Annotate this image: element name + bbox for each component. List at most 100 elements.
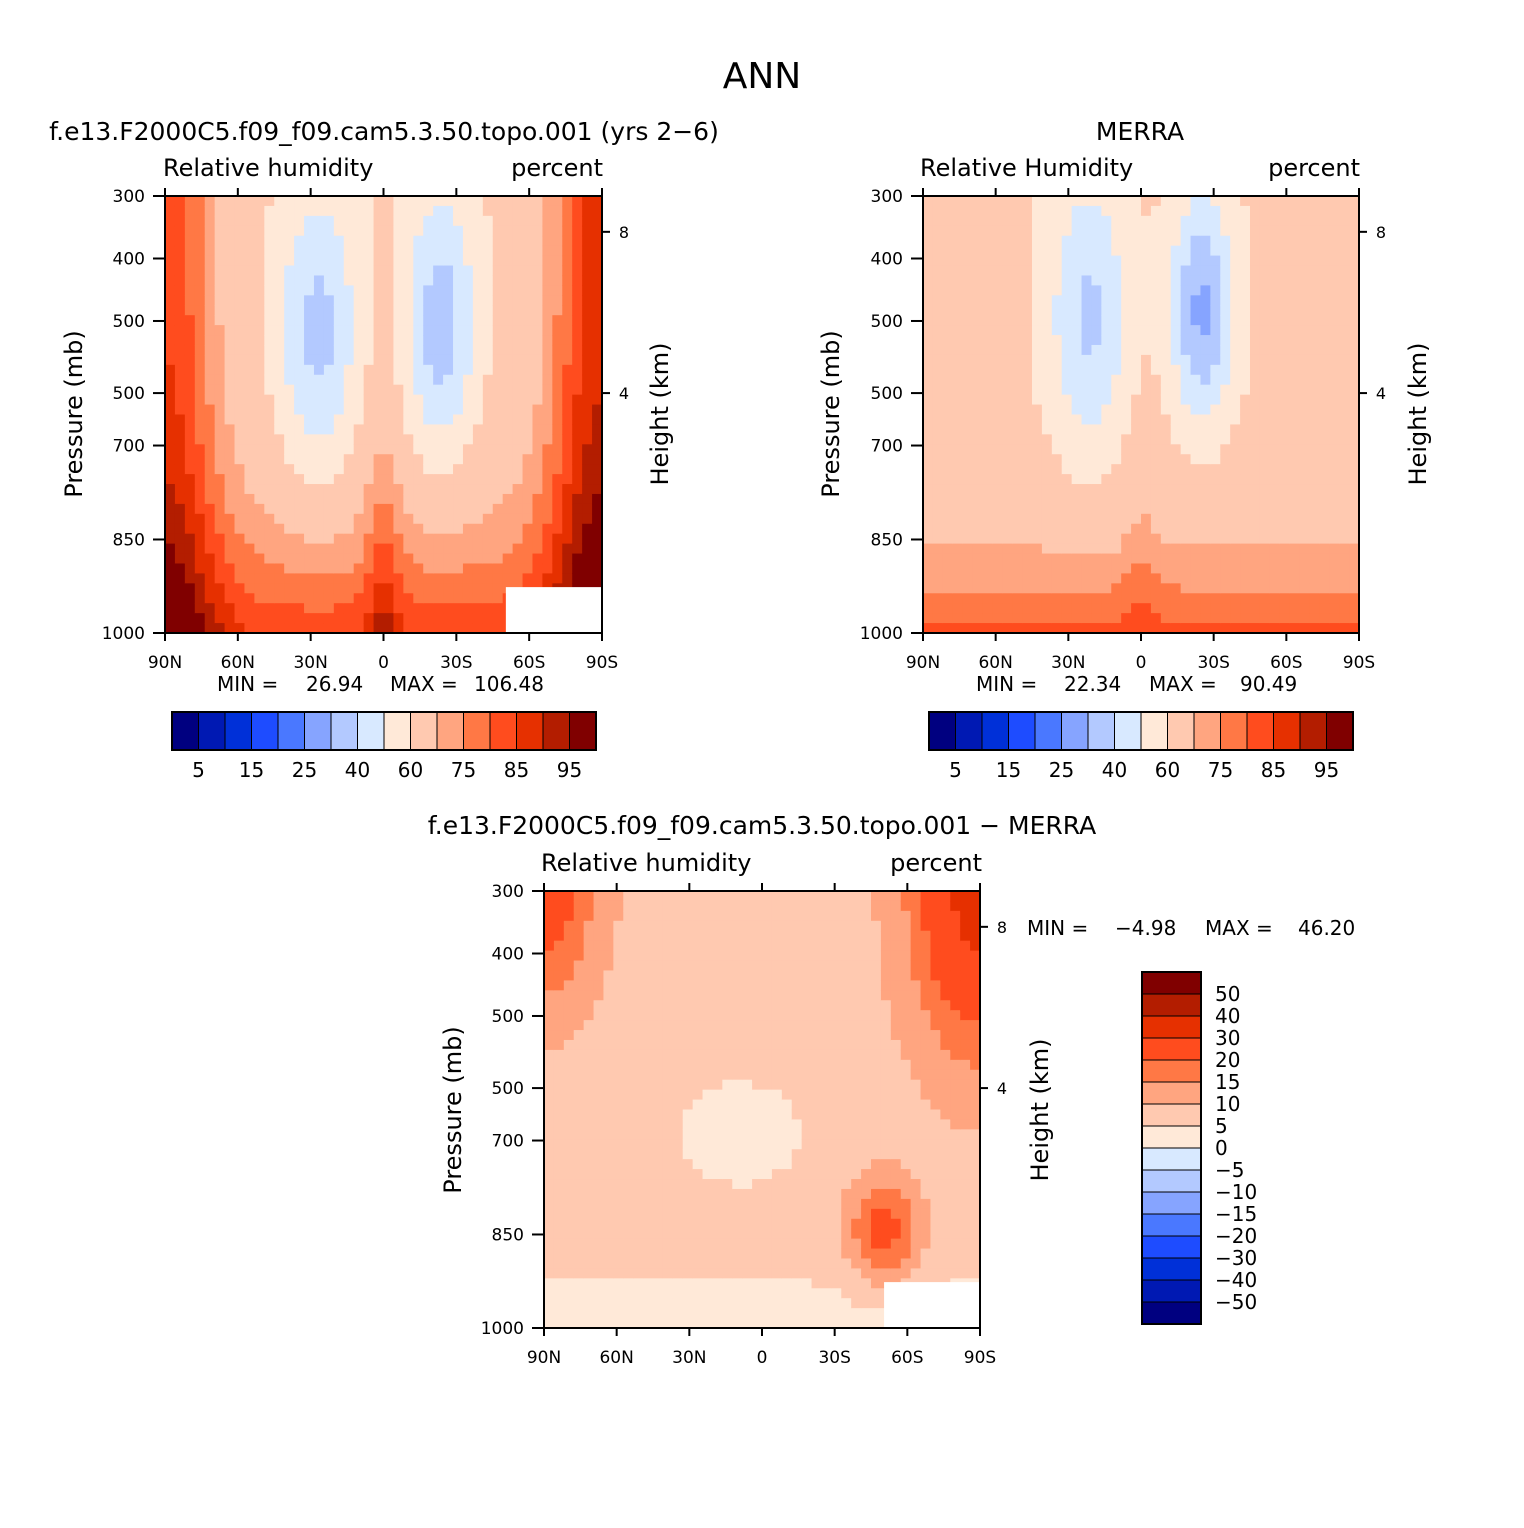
field-cell bbox=[463, 216, 474, 227]
field-cell bbox=[1329, 573, 1340, 584]
field-cell bbox=[334, 494, 345, 505]
field-cell bbox=[732, 1308, 743, 1319]
field-cell bbox=[1072, 206, 1083, 217]
y2-tick-label: 8 bbox=[619, 223, 629, 242]
field-cell bbox=[582, 573, 593, 584]
field-cell bbox=[933, 554, 944, 565]
field-cell bbox=[413, 285, 424, 296]
field-cell bbox=[643, 1258, 654, 1269]
field-cell bbox=[175, 484, 186, 495]
field-cell bbox=[1042, 554, 1053, 565]
field-cell bbox=[1091, 544, 1102, 555]
field-cell bbox=[423, 464, 434, 475]
field-cell bbox=[1260, 405, 1271, 416]
field-cell bbox=[1121, 613, 1132, 624]
field-cell bbox=[562, 335, 573, 346]
field-cell bbox=[483, 484, 494, 495]
field-cell bbox=[254, 236, 265, 247]
field-cell bbox=[633, 961, 644, 972]
field-cell bbox=[235, 593, 246, 604]
field-cell bbox=[544, 980, 555, 991]
field-cell bbox=[1111, 285, 1122, 296]
field-cell bbox=[712, 1288, 723, 1299]
field-cell bbox=[1082, 563, 1093, 574]
field-cell bbox=[1072, 216, 1083, 227]
field-cell bbox=[1062, 534, 1073, 545]
field-cell bbox=[643, 1080, 654, 1091]
field-cell bbox=[1309, 246, 1320, 257]
field-cell bbox=[943, 484, 954, 495]
field-cell bbox=[1270, 524, 1281, 535]
field-cell bbox=[1200, 246, 1211, 257]
field-cell bbox=[463, 454, 474, 465]
field-cell bbox=[1280, 613, 1291, 624]
field-cell bbox=[722, 1060, 733, 1071]
field-cell bbox=[582, 295, 593, 306]
field-cell bbox=[185, 375, 196, 386]
field-cell bbox=[1290, 275, 1301, 286]
field-cell bbox=[1121, 474, 1132, 485]
field-cell bbox=[344, 196, 355, 207]
field-cell bbox=[503, 196, 514, 207]
field-cell bbox=[712, 951, 723, 962]
field-cell bbox=[973, 424, 984, 435]
field-cell bbox=[623, 941, 634, 952]
field-cell bbox=[562, 355, 573, 366]
field-cell bbox=[973, 216, 984, 227]
field-cell bbox=[712, 1129, 723, 1140]
field-cell bbox=[633, 1298, 644, 1309]
field-cell bbox=[1200, 315, 1211, 326]
field-cell bbox=[205, 424, 216, 435]
field-cell bbox=[1012, 464, 1023, 475]
field-cell bbox=[693, 1278, 704, 1289]
field-cell bbox=[1091, 454, 1102, 465]
field-cell bbox=[384, 405, 395, 416]
field-cell bbox=[205, 275, 216, 286]
field-cell bbox=[1200, 613, 1211, 624]
field-cell bbox=[594, 1070, 605, 1081]
field-cell bbox=[1111, 385, 1122, 396]
field-cell bbox=[1300, 385, 1311, 396]
field-cell bbox=[1022, 395, 1033, 406]
field-cell bbox=[564, 1308, 575, 1319]
field-cell bbox=[1240, 206, 1251, 217]
field-cell bbox=[1300, 464, 1311, 475]
field-cell bbox=[1290, 285, 1301, 296]
field-cell bbox=[374, 514, 385, 525]
field-cell bbox=[1240, 504, 1251, 515]
field-cell bbox=[225, 573, 236, 584]
field-cell bbox=[1091, 534, 1102, 545]
field-cell bbox=[503, 256, 514, 267]
field-cell bbox=[264, 405, 275, 416]
field-cell bbox=[1062, 603, 1073, 614]
field-cell bbox=[185, 504, 196, 515]
field-cell bbox=[1200, 345, 1211, 356]
field-cell bbox=[244, 325, 255, 336]
field-cell bbox=[1220, 315, 1231, 326]
field-cell bbox=[284, 504, 295, 515]
field-cell bbox=[254, 415, 265, 426]
field-cell bbox=[613, 1199, 624, 1210]
field-cell bbox=[1210, 256, 1221, 267]
field-cell bbox=[195, 226, 206, 237]
field-cell bbox=[453, 365, 464, 376]
field-cell bbox=[963, 514, 974, 525]
field-cell bbox=[523, 226, 534, 237]
field-cell bbox=[762, 1159, 773, 1170]
field-cell bbox=[973, 285, 984, 296]
field-cell bbox=[1002, 514, 1013, 525]
field-cell bbox=[643, 1189, 654, 1200]
x-tick-label: 60S bbox=[513, 653, 545, 673]
field-cell bbox=[923, 395, 934, 406]
panel-2-left-label: Relative Humidity bbox=[920, 154, 1133, 182]
field-cell bbox=[1220, 524, 1231, 535]
field-cell bbox=[1181, 454, 1192, 465]
field-cell bbox=[493, 583, 504, 594]
field-cell bbox=[574, 1119, 585, 1130]
field-cell bbox=[384, 424, 395, 435]
field-cell bbox=[284, 474, 295, 485]
field-cell bbox=[473, 454, 484, 465]
field-cell bbox=[1022, 335, 1033, 346]
field-cell bbox=[1141, 236, 1152, 247]
field-cell bbox=[1062, 613, 1073, 624]
